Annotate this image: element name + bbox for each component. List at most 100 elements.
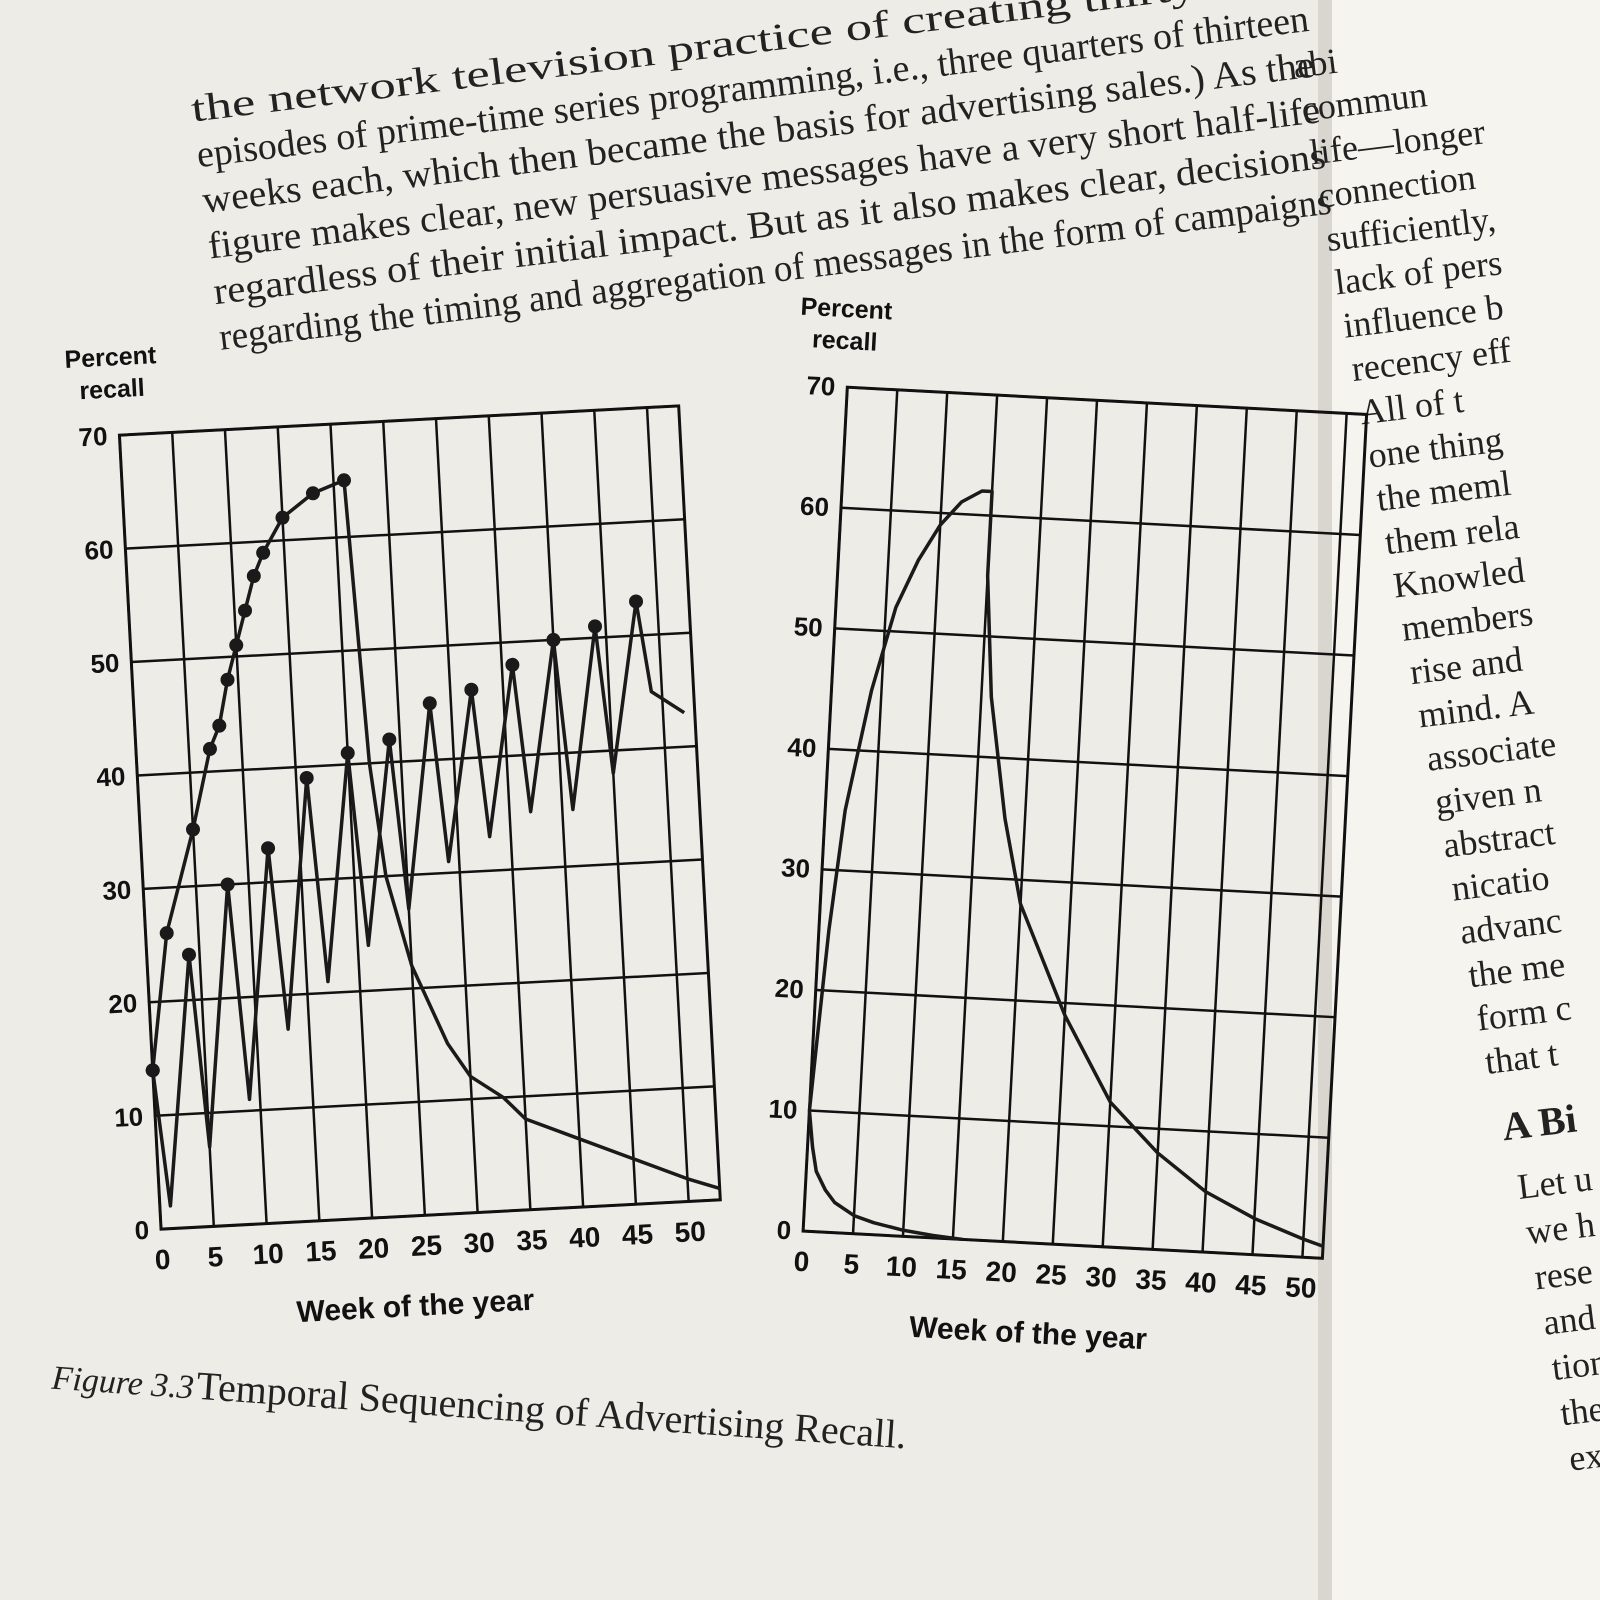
x-tick-label: 5 [207,1241,224,1273]
grid-line [1301,413,1348,1258]
right-text: abicommunlife—longerconnectionsufficient… [1291,41,1600,1479]
grid-line [118,435,163,1230]
x-tick-label: 45 [1235,1269,1268,1302]
x-tick-label: 25 [410,1229,443,1262]
text-line: and [1541,1297,1597,1343]
section-heading: A Bi [1499,1096,1578,1150]
grid-line [1151,405,1199,1250]
grid-line [540,413,585,1208]
grid-line [143,858,703,891]
grid-line [149,971,709,1004]
data-point [340,746,355,761]
grid-line [645,407,690,1202]
y-tick-label: 20 [774,973,804,1004]
right-page [1330,0,1600,1600]
grid-line [593,410,638,1205]
grid-line [834,627,1355,657]
grid-line [803,1229,1323,1260]
x-tick-label: 40 [568,1221,601,1254]
y-tick-label: 40 [787,732,817,763]
data-point [212,718,227,733]
y-tick-label: 30 [780,852,810,883]
y-tick-label: 0 [134,1215,150,1246]
text-line: we h [1524,1204,1597,1252]
x-tick-label: 45 [621,1218,654,1251]
data-point [159,926,174,941]
x-tick-label: 10 [885,1250,918,1283]
x-tick-label: 30 [1085,1261,1118,1294]
grid-line [1101,402,1149,1247]
y-tick-label: 10 [768,1093,798,1124]
y-tick-label: 70 [78,421,108,452]
grid-line [434,418,479,1213]
y-tick-label: 50 [90,648,120,679]
data-point [382,732,397,747]
gutter [1318,0,1332,1600]
data-point [305,486,320,501]
x-tick-label: 35 [1135,1264,1168,1297]
x-tick-label: 5 [843,1248,860,1280]
grid-line [840,506,1361,537]
y-axis-label: Percent [800,293,894,326]
data-point [145,1063,160,1078]
grid-line [847,385,1367,416]
grid-line [155,1085,715,1117]
x-tick-label: 15 [935,1253,968,1286]
text-line: tion [1550,1342,1600,1389]
y-axis-label: Percent [64,341,158,374]
grid-line [119,404,679,437]
grid-line [828,747,1348,778]
data-line [342,480,721,1191]
data-point [246,569,261,584]
grid-line [223,429,268,1224]
grid-line [137,744,697,777]
y-tick-label: 30 [102,875,132,906]
x-tick-label: 50 [1284,1271,1317,1304]
data-point [299,770,314,785]
grid-line [1001,397,1049,1242]
x-tick-label: 30 [463,1227,496,1260]
y-tick-label: 0 [776,1215,792,1246]
data-point [261,841,276,856]
y-tick-label: 10 [113,1101,143,1132]
text-line: Let u [1515,1158,1594,1207]
x-tick-label: 35 [516,1224,549,1257]
data-point [505,657,520,672]
y-tick-label: 60 [799,491,829,522]
grid-line [487,415,532,1210]
y-axis-label: recall [811,325,878,356]
data-line [807,1110,964,1242]
grid-line [276,426,321,1221]
x-tick-label: 0 [154,1244,171,1276]
data-point [238,603,253,618]
grid-line [1051,400,1099,1245]
data-point [256,545,271,560]
text-line: exp [1567,1433,1600,1479]
grid-line [1201,408,1249,1253]
x-tick-label: 50 [674,1216,707,1249]
x-tick-label: 15 [305,1235,338,1268]
grid-line [329,424,374,1219]
x-tick-label: 0 [793,1246,810,1278]
grid-line [1251,410,1298,1255]
data-point [629,594,644,609]
grid-line [821,868,1342,898]
grid-line [901,392,949,1237]
grid-line [815,988,1336,1019]
data-point [229,638,244,653]
data-point [588,619,603,634]
text-line: rese [1532,1251,1594,1298]
text-line: that t [1483,1033,1560,1082]
grid-line [125,518,685,550]
grid-line [851,389,899,1234]
data-point [220,877,235,892]
x-tick-label: 20 [357,1232,390,1265]
data-point [422,696,437,711]
data-point [220,672,235,687]
chart-left: 0 10 20 30 40 50 60 70 0 5 10 15 20 25 30 35 40 45 50 Perce… [64,341,722,1329]
data-point [186,822,201,837]
grid-line [160,1198,721,1231]
y-tick-label: 40 [96,761,126,792]
data-line [150,599,686,1208]
